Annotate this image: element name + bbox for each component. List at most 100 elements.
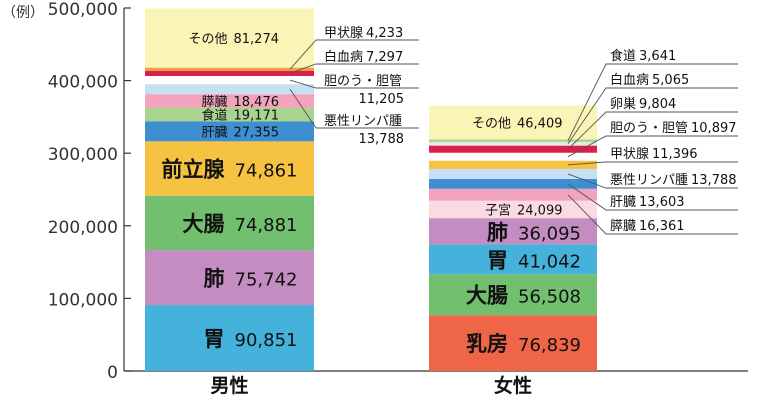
callout-label: 悪性リンパ腫 bbox=[324, 113, 402, 129]
callout-value: 11,396 bbox=[652, 147, 698, 162]
bar-segment bbox=[145, 141, 314, 196]
callout-leader bbox=[567, 63, 738, 141]
segment-value: 18,476 bbox=[234, 95, 280, 110]
callout-label: 甲状腺 bbox=[610, 147, 649, 162]
callout-value: 11,205 bbox=[359, 92, 405, 107]
y-tick-label: 300,000 bbox=[48, 145, 118, 165]
callout-value: 4,233 bbox=[366, 26, 403, 41]
segment-label: 大腸 bbox=[183, 212, 225, 236]
segment-label: その他 bbox=[188, 32, 227, 47]
bar-segment bbox=[429, 188, 597, 201]
bar-segment bbox=[429, 218, 597, 245]
bar-segment bbox=[429, 105, 597, 140]
callout-value: 10,897 bbox=[691, 121, 737, 136]
bar-segment bbox=[145, 107, 314, 122]
callout-value: 13,603 bbox=[639, 195, 685, 210]
bar-segment bbox=[429, 160, 597, 169]
bar-segment bbox=[145, 195, 314, 251]
callout-label: 肝臓 bbox=[610, 195, 636, 210]
segment-label: その他 bbox=[472, 116, 511, 131]
callout-leader bbox=[289, 63, 419, 74]
callout-leader bbox=[567, 183, 738, 211]
segment-label: 胃 bbox=[487, 248, 508, 272]
segment-value: 27,355 bbox=[234, 125, 280, 140]
callout-value: 3,641 bbox=[639, 49, 676, 64]
bar-segment bbox=[145, 8, 314, 68]
callout-label: 胆のう・胆管 bbox=[324, 74, 402, 89]
callout-leader bbox=[289, 39, 419, 70]
y-tick-label: 100,000 bbox=[48, 290, 118, 310]
y-tick-label: 200,000 bbox=[48, 218, 118, 238]
callout-label: 白血病 bbox=[610, 72, 649, 88]
callout-value: 16,361 bbox=[639, 219, 685, 234]
bar-segment bbox=[145, 250, 314, 306]
callout-label: 白血病 bbox=[324, 49, 363, 65]
callout-value: 13,788 bbox=[359, 132, 405, 147]
segment-label: 乳房 bbox=[466, 332, 508, 356]
callout-leader bbox=[567, 87, 738, 145]
segment-value: 76,839 bbox=[518, 335, 581, 356]
y-tick-label: 500,000 bbox=[48, 0, 118, 20]
y-tick-label: 400,000 bbox=[48, 73, 118, 93]
segment-value: 90,851 bbox=[235, 330, 298, 351]
x-axis-categories: 男性 女性 bbox=[210, 374, 532, 397]
bars bbox=[145, 8, 597, 371]
callout-value: 9,804 bbox=[639, 97, 676, 112]
y-unit-label: （例） bbox=[2, 5, 44, 21]
segment-value: 24,099 bbox=[517, 203, 563, 218]
callout-label: 卵巣 bbox=[610, 97, 636, 112]
bar-segment bbox=[429, 315, 597, 371]
segment-label: 肺 bbox=[487, 220, 508, 244]
bar-segment bbox=[429, 145, 597, 153]
bar-segment bbox=[145, 70, 314, 77]
segment-value: 46,409 bbox=[517, 116, 563, 131]
segment-labels: 胃 90,851 肺 75,742 大腸 74,881 前立腺 74,861 肝臓 27,355 食… bbox=[162, 32, 581, 356]
callout-value: 13,788 bbox=[691, 173, 737, 188]
bar-segment bbox=[145, 76, 314, 85]
bar-segment bbox=[429, 139, 597, 142]
segment-value: 81,274 bbox=[234, 32, 280, 47]
callout-leader bbox=[289, 88, 419, 129]
bar-segment bbox=[429, 168, 597, 179]
segment-label: 胃 bbox=[204, 327, 225, 351]
bar-segment bbox=[429, 141, 597, 146]
segment-label: 肺 bbox=[204, 267, 225, 291]
callout-leader bbox=[567, 111, 738, 150]
bar-segment bbox=[429, 178, 597, 189]
bar-segment bbox=[145, 94, 314, 108]
callout-value: 5,065 bbox=[652, 73, 689, 88]
callout-label: 悪性リンパ腫 bbox=[610, 172, 688, 188]
callout-leader bbox=[289, 79, 419, 89]
callout-label: 食道 bbox=[610, 48, 636, 64]
bar-segment bbox=[145, 67, 314, 71]
bar-segment bbox=[429, 152, 597, 161]
bar-segment bbox=[145, 84, 314, 95]
segment-value: 41,042 bbox=[518, 251, 581, 272]
callout-leader bbox=[567, 173, 738, 189]
segment-value: 56,508 bbox=[518, 287, 581, 308]
segment-label: 膵臓 bbox=[201, 95, 227, 110]
callout-leader bbox=[567, 194, 738, 235]
segment-label: 子宮 bbox=[485, 202, 511, 218]
callout-label: 甲状腺 bbox=[324, 26, 363, 41]
callout-label: 胆のう・胆管 bbox=[610, 121, 688, 136]
x-category-label: 女性 bbox=[494, 374, 532, 397]
callout-value: 7,297 bbox=[366, 50, 403, 65]
segment-value: 74,861 bbox=[235, 161, 298, 182]
segment-label: 食道 bbox=[201, 108, 227, 124]
segment-label: 前立腺 bbox=[162, 158, 226, 182]
segment-label: 肝臓 bbox=[201, 125, 227, 140]
segment-label: 大腸 bbox=[466, 284, 508, 308]
x-category-label: 男性 bbox=[210, 374, 248, 397]
bar-segment bbox=[145, 305, 314, 371]
segment-value: 19,171 bbox=[234, 109, 280, 124]
bar-segment bbox=[145, 121, 314, 142]
callout-leader bbox=[567, 135, 738, 158]
segment-value: 36,095 bbox=[518, 223, 581, 244]
bar-segment bbox=[429, 274, 597, 316]
bar-segment bbox=[429, 200, 597, 219]
callout-label: 膵臓 bbox=[610, 219, 636, 234]
segment-value: 74,881 bbox=[235, 215, 298, 236]
